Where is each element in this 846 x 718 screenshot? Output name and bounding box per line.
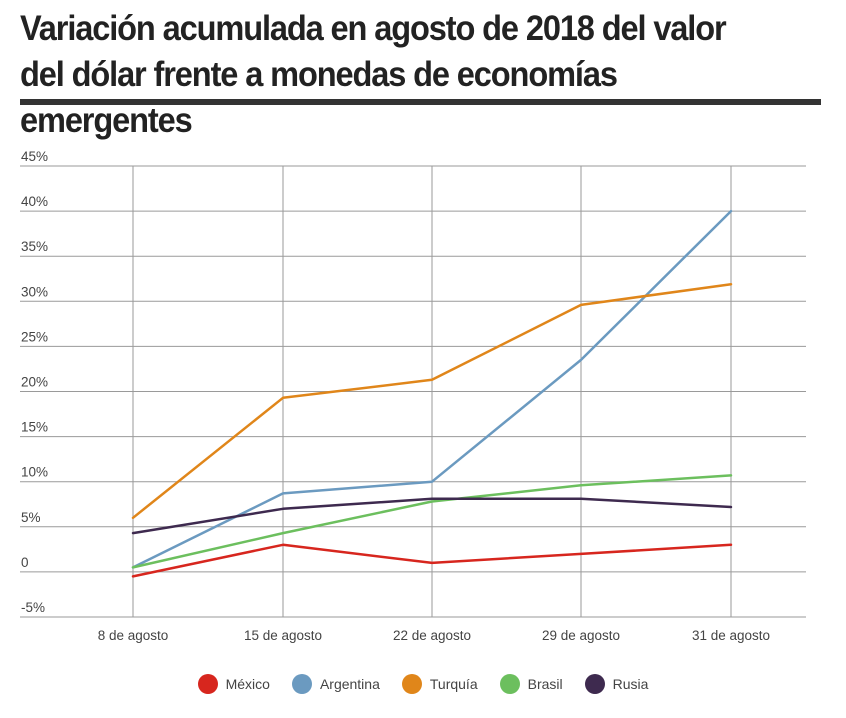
y-tick-label: -5% <box>21 600 45 615</box>
legend-label: México <box>225 676 270 692</box>
y-tick-label: 15% <box>21 420 48 435</box>
y-tick-label: 10% <box>21 465 48 480</box>
legend-swatch <box>197 674 218 694</box>
legend-label: Argentina <box>319 676 380 692</box>
legend-swatch <box>584 674 605 694</box>
gridlines <box>20 165 806 618</box>
y-tick-label: 40% <box>21 194 48 209</box>
series-line-rusia <box>131 497 733 535</box>
title-underline <box>20 99 821 105</box>
y-tick-label: 35% <box>21 239 48 254</box>
y-tick-label: 5% <box>21 510 41 525</box>
series-line-brasil <box>131 474 733 569</box>
y-tick-label: 20% <box>21 375 48 390</box>
legend-item: México <box>197 674 270 694</box>
series-line-méxico <box>131 543 733 578</box>
x-tick-label: 8 de agosto <box>98 628 169 643</box>
y-tick-label: 25% <box>21 329 48 344</box>
x-tick-label: 29 de agosto <box>542 628 620 643</box>
y-tick-label: 0 <box>21 555 29 570</box>
x-tick-label: 15 de agosto <box>244 628 322 643</box>
series-line-turquía <box>131 282 733 520</box>
chart-title: Variación acumulada en agosto de 2018 de… <box>20 9 727 140</box>
legend-label: Rusia <box>612 676 649 692</box>
legend-label: Turquía <box>429 676 478 692</box>
x-tick-label: 31 de agosto <box>692 628 770 643</box>
legend-item: Brasil <box>499 674 563 694</box>
y-tick-label: 30% <box>21 284 48 299</box>
x-axis-ticks: 8 de agosto 15 de agosto 22 de agosto 29 de… <box>98 628 770 643</box>
y-tick-label: 45% <box>21 149 48 164</box>
legend-item: Turquía <box>401 674 478 694</box>
legend-item: Rusia <box>584 674 649 694</box>
legend-label: Brasil <box>527 676 563 692</box>
legend-swatch <box>401 674 422 694</box>
x-tick-label: 22 de agosto <box>393 628 471 643</box>
y-axis-ticks: 45% 40% 35% 30% 25% 20% 15% 10% 5% 0 -5% <box>21 149 48 615</box>
legend: México Argentina Turquía Brasil Rusia <box>0 674 846 694</box>
legend-item: Argentina <box>291 674 380 694</box>
legend-swatch <box>499 674 520 694</box>
legend-swatch <box>291 674 312 694</box>
series-lines <box>131 209 733 578</box>
